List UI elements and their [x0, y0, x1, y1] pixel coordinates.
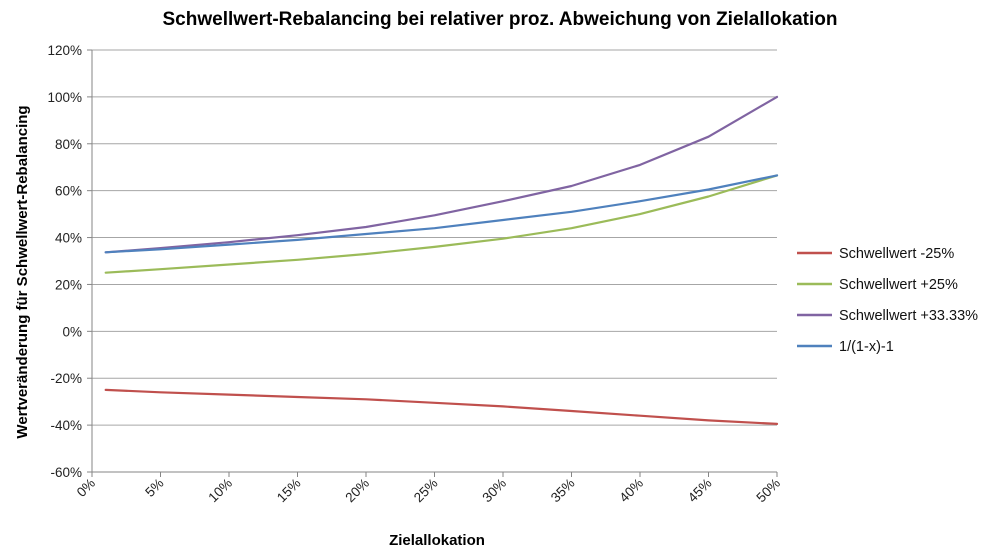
y-tick-label: -60%	[50, 465, 82, 480]
gridlines	[91, 49, 777, 473]
y-axis-ticks: 120% 100% 80% 60% 40% 20% 0% -20% -40% -60%	[47, 43, 92, 480]
series-line	[104, 174, 779, 274]
x-tick-label: 35%	[548, 476, 578, 506]
y-tick-label: -40%	[50, 418, 82, 433]
legend-label: Schwellwert +33.33%	[839, 308, 978, 324]
y-tick-label: 100%	[47, 90, 82, 105]
x-tick-label: 15%	[274, 476, 304, 506]
series-line	[104, 388, 779, 425]
series-line	[104, 95, 779, 254]
legend-label: Schwellwert +25%	[839, 277, 958, 293]
x-tick-label: 25%	[411, 476, 441, 506]
y-tick-label: 40%	[55, 231, 82, 246]
legend-label: 1/(1-x)-1	[839, 339, 894, 355]
y-axis-title: Wertveränderung für Schwellwert-Rebalanc…	[14, 105, 31, 438]
legend[interactable]: Schwellwert -25% Schwellwert +25% Schwellw…	[797, 246, 978, 355]
y-tick-label: -20%	[50, 371, 82, 386]
chart-title: Schwellwert-Rebalancing bei relativer pr…	[163, 9, 838, 30]
x-tick-label: 30%	[479, 476, 509, 506]
y-tick-label: 80%	[55, 137, 82, 152]
series-lines	[104, 95, 779, 425]
series-line	[104, 174, 779, 254]
x-axis-title: Zielallokation	[389, 532, 485, 549]
y-tick-label: 20%	[55, 277, 82, 292]
x-tick-label: 45%	[685, 476, 715, 506]
y-tick-label: 0%	[62, 324, 82, 339]
x-tick-label: 40%	[616, 476, 646, 506]
x-tick-label: 20%	[342, 476, 372, 506]
y-tick-label: 120%	[47, 43, 82, 58]
x-tick-label: 50%	[753, 476, 783, 506]
y-tick-label: 60%	[55, 184, 82, 199]
legend-label: Schwellwert -25%	[839, 246, 954, 262]
x-tick-label: 10%	[205, 476, 235, 506]
x-axis-ticks: 0% 5% 10% 15% 20% 25% 30% 35% 40% 45% 50%	[74, 472, 783, 505]
x-tick-label: 5%	[142, 476, 166, 500]
